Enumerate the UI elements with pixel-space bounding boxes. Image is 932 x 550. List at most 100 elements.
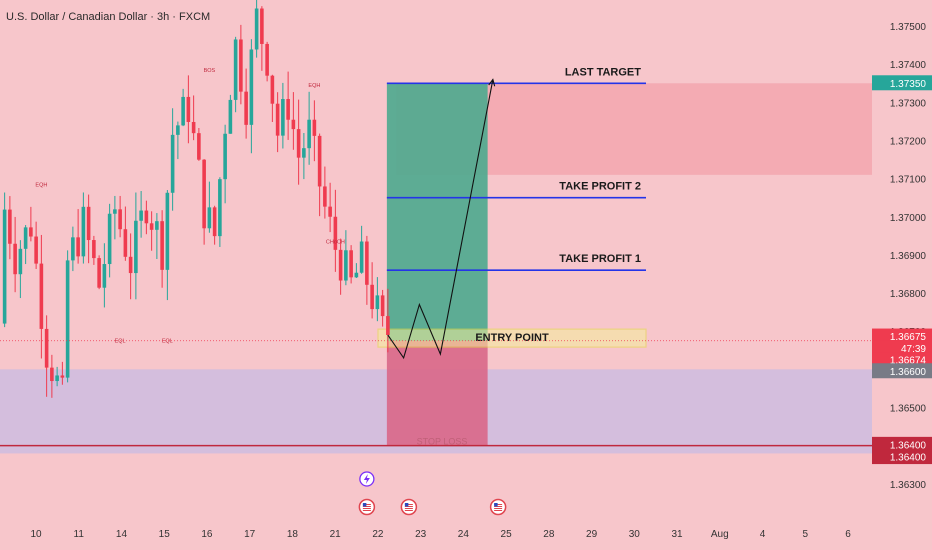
candle-body (265, 43, 269, 76)
candle[interactable] (286, 71, 290, 140)
candle[interactable] (97, 255, 101, 290)
candle[interactable] (386, 288, 390, 353)
candle[interactable] (212, 205, 217, 245)
candle[interactable] (323, 166, 327, 219)
candle[interactable] (233, 36, 238, 113)
candle[interactable] (312, 100, 317, 162)
us-flag-icon[interactable] (489, 498, 507, 516)
candle[interactable] (317, 133, 322, 217)
candle[interactable] (354, 263, 359, 278)
candle[interactable] (2, 192, 7, 328)
candle[interactable] (281, 82, 285, 149)
time-axis[interactable]: 10 11 14 15 16 17 18 21 22 23 24 25 28 29 30 31 Aug 4 5 6 (30, 529, 851, 540)
price-axis[interactable]: 1.37500 1.37400 1.37300 1.37200 1.37100 1.370… (872, 0, 932, 550)
candle[interactable] (176, 121, 180, 160)
lightning-icon[interactable] (359, 471, 375, 487)
candle[interactable] (13, 216, 17, 293)
candle[interactable] (23, 225, 28, 265)
candle[interactable] (254, 0, 259, 58)
candle[interactable] (118, 195, 122, 238)
candle[interactable] (239, 24, 243, 105)
price-label-text: 1.36400 (890, 440, 927, 451)
candle-body (123, 229, 128, 257)
us-flag-icon[interactable] (400, 498, 418, 516)
candle[interactable] (76, 209, 80, 264)
candle[interactable] (349, 245, 353, 284)
candle[interactable] (165, 190, 170, 301)
annotation-eqh: EQH (35, 182, 47, 188)
entry-box[interactable] (377, 328, 647, 348)
candle[interactable] (244, 68, 248, 139)
candle[interactable] (296, 99, 301, 185)
candle-body (65, 260, 70, 378)
candle[interactable] (139, 191, 143, 238)
candle[interactable] (375, 277, 380, 322)
candle[interactable] (134, 192, 138, 300)
candle[interactable] (160, 210, 164, 288)
candle[interactable] (92, 235, 96, 265)
candle[interactable] (170, 108, 175, 211)
candle[interactable] (218, 177, 222, 247)
candle[interactable] (307, 91, 311, 165)
candle[interactable] (55, 366, 59, 387)
target-label-1: TAKE PROFIT 1 (559, 253, 641, 265)
candle[interactable] (260, 6, 264, 71)
chart-title: U.S. Dollar / Canadian Dollar · 3h · FXC… (6, 11, 211, 23)
candle[interactable] (270, 74, 275, 123)
candle[interactable] (8, 196, 12, 260)
candle[interactable] (113, 195, 117, 240)
us-flag-icon[interactable] (358, 498, 376, 516)
candle[interactable] (155, 213, 159, 259)
candle[interactable] (29, 206, 33, 242)
candle[interactable] (359, 225, 364, 274)
candle[interactable] (102, 243, 107, 308)
candle[interactable] (123, 206, 128, 261)
candle[interactable] (365, 235, 369, 305)
loss-zone[interactable] (386, 341, 488, 446)
candle[interactable] (86, 194, 91, 264)
candle[interactable] (181, 88, 185, 127)
candle-body (81, 206, 86, 257)
candle[interactable] (302, 132, 306, 180)
candle[interactable] (275, 92, 280, 153)
candle-body (107, 213, 112, 265)
candle[interactable] (186, 75, 191, 144)
candle[interactable] (60, 361, 65, 385)
candle-body (113, 209, 117, 214)
candle[interactable] (338, 238, 343, 295)
candle[interactable] (207, 181, 212, 233)
candle[interactable] (128, 233, 133, 300)
candle[interactable] (291, 92, 296, 150)
candle[interactable] (223, 124, 227, 204)
candle[interactable] (71, 226, 75, 272)
candle[interactable] (333, 189, 338, 272)
candle[interactable] (107, 203, 112, 278)
candle[interactable] (249, 39, 254, 154)
candle[interactable] (202, 159, 206, 245)
candle[interactable] (197, 128, 201, 161)
candle[interactable] (265, 41, 269, 82)
candle-body (76, 237, 80, 257)
candle[interactable] (65, 250, 70, 383)
candle[interactable] (144, 200, 149, 235)
candle[interactable] (39, 234, 44, 359)
candle[interactable] (228, 94, 233, 134)
position-tool[interactable]: TAKE PROFIT 1 TAKE PROFIT 2 LAST TARGET ENT… (377, 66, 647, 446)
candle[interactable] (18, 240, 23, 299)
candle[interactable] (370, 262, 374, 319)
candle[interactable] (380, 289, 385, 327)
x-tick-label: Aug (711, 529, 729, 540)
candle[interactable] (44, 315, 49, 397)
candle[interactable] (34, 221, 38, 269)
candle-body (155, 221, 159, 230)
candle[interactable] (81, 192, 86, 264)
candle[interactable] (50, 354, 54, 398)
candle[interactable] (344, 230, 348, 286)
projection-arrowhead (488, 78, 496, 87)
candle[interactable] (149, 211, 154, 251)
candle[interactable] (328, 182, 332, 233)
y-tick-label: 1.36500 (890, 403, 927, 414)
profit-zone[interactable] (386, 83, 488, 342)
candle[interactable] (191, 95, 196, 141)
